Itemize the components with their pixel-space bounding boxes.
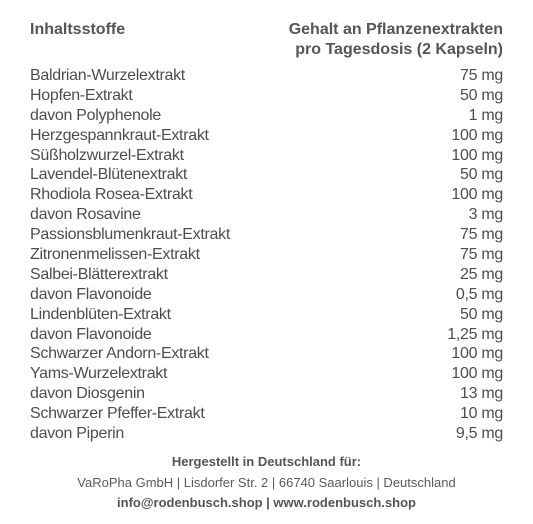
- ingredient-amount: 50 mg: [460, 86, 503, 104]
- ingredient-row: Passionsblumenkraut-Extrakt 75 mg: [30, 225, 503, 245]
- ingredient-amount: 100 mg: [451, 146, 503, 164]
- ingredient-row: Salbei-Blätterextrakt 25 mg: [30, 265, 503, 285]
- ingredient-name: davon Rosavine: [30, 206, 141, 224]
- made-in-label: Hergestellt in Deutschland für:: [171, 454, 362, 469]
- ingredient-amount: 50 mg: [460, 166, 503, 184]
- ingredient-row: davon Diosgenin 13 mg: [30, 384, 503, 404]
- ingredient-amount: 10 mg: [460, 405, 503, 423]
- ingredient-row: davon Piperin 9,5 mg: [30, 424, 503, 444]
- ingredients-column-header: Inhaltsstoffe: [30, 21, 126, 38]
- ingredient-name: Hopfen-Extrakt: [30, 86, 133, 104]
- table-header: Inhaltsstoffe Gehalt an Pflanzenextrakte…: [30, 20, 503, 64]
- contact-line: info@rodenbusch.shop | www.rodenbusch.sh…: [117, 495, 416, 510]
- ingredient-list: Baldrian-Wurzelextrakt 75 mg Hopfen-Extrak…: [30, 66, 503, 444]
- ingredient-row: davon Rosavine 3 mg: [30, 205, 503, 225]
- ingredient-name: Salbei-Blätterextrakt: [30, 265, 168, 283]
- ingredient-row: Herzgespannkraut-Extrakt 100 mg: [30, 126, 503, 146]
- ingredient-name: Lindenblüten-Extrakt: [30, 305, 171, 323]
- ingredient-row: Schwarzer Andorn-Extrakt 100 mg: [30, 344, 503, 364]
- content-column-header-line1: Gehalt an Pflanzenextrakten: [288, 21, 503, 38]
- ingredient-name: Yams-Wurzelextrakt: [30, 365, 168, 383]
- ingredient-name: Süßholzwurzel-Extrakt: [30, 146, 184, 164]
- ingredient-row: davon Flavonoide 1,25 mg: [30, 325, 503, 345]
- ingredient-row: Baldrian-Wurzelextrakt 75 mg: [30, 66, 503, 86]
- ingredient-amount: 1 mg: [468, 106, 504, 124]
- ingredient-name: davon Diosgenin: [30, 385, 145, 403]
- content-column-header: Gehalt an Pflanzenextrakten pro Tagesdos…: [289, 20, 503, 60]
- ingredient-row: Lindenblüten-Extrakt 50 mg: [30, 305, 503, 325]
- ingredient-row: Zitronenmelissen-Extrakt 75 mg: [30, 245, 503, 265]
- ingredient-amount: 3 mg: [468, 206, 504, 224]
- ingredient-amount: 0,5 mg: [455, 285, 503, 303]
- ingredient-row: Rhodiola Rosea-Extrakt 100 mg: [30, 185, 503, 205]
- ingredient-amount: 25 mg: [460, 265, 503, 283]
- ingredient-amount: 13 mg: [460, 385, 503, 403]
- ingredient-amount: 100 mg: [451, 186, 503, 204]
- ingredient-row: davon Flavonoide 0,5 mg: [30, 285, 503, 305]
- ingredient-amount: 9,5 mg: [455, 425, 503, 443]
- ingredient-name: Passionsblumenkraut-Extrakt: [30, 226, 230, 244]
- ingredient-amount: 100 mg: [451, 126, 503, 144]
- ingredient-name: Lavendel-Blütenextrakt: [30, 166, 188, 184]
- ingredient-amount: 50 mg: [460, 305, 503, 323]
- ingredient-name: Schwarzer Pfeffer-Extrakt: [30, 405, 205, 423]
- company-address: VaRoPha GmbH | Lisdorfer Str. 2 | 66740 …: [77, 475, 456, 490]
- ingredient-row: Yams-Wurzelextrakt 100 mg: [30, 364, 503, 384]
- ingredient-amount: 100 mg: [451, 365, 503, 383]
- ingredient-name: davon Flavonoide: [30, 285, 152, 303]
- ingredient-amount: 75 mg: [460, 246, 503, 264]
- ingredient-name: Herzgespannkraut-Extrakt: [30, 126, 209, 144]
- ingredient-amount: 75 mg: [460, 226, 503, 244]
- ingredient-name: davon Piperin: [30, 425, 124, 443]
- ingredient-row: Hopfen-Extrakt 50 mg: [30, 86, 503, 106]
- ingredient-name: Rhodiola Rosea-Extrakt: [30, 186, 193, 204]
- footer: Hergestellt in Deutschland für: VaRoPha …: [30, 452, 503, 513]
- ingredient-amount: 75 mg: [460, 67, 503, 84]
- ingredient-row: Schwarzer Pfeffer-Extrakt 10 mg: [30, 404, 503, 424]
- ingredient-name: Schwarzer Andorn-Extrakt: [30, 345, 209, 363]
- ingredient-name: Baldrian-Wurzelextrakt: [30, 67, 185, 84]
- ingredient-row: davon Polyphenole 1 mg: [30, 106, 503, 126]
- ingredient-amount: 100 mg: [451, 345, 503, 363]
- ingredient-row: Süßholzwurzel-Extrakt 100 mg: [30, 146, 503, 166]
- ingredient-amount: 1,25 mg: [447, 325, 503, 343]
- ingredient-name: davon Flavonoide: [30, 325, 152, 343]
- content-column-header-line2: pro Tagesdosis (2 Kapseln): [295, 41, 503, 58]
- ingredient-name: Zitronenmelissen-Extrakt: [30, 246, 200, 264]
- ingredient-name: davon Polyphenole: [30, 106, 162, 124]
- ingredient-row: Lavendel-Blütenextrakt 50 mg: [30, 165, 503, 185]
